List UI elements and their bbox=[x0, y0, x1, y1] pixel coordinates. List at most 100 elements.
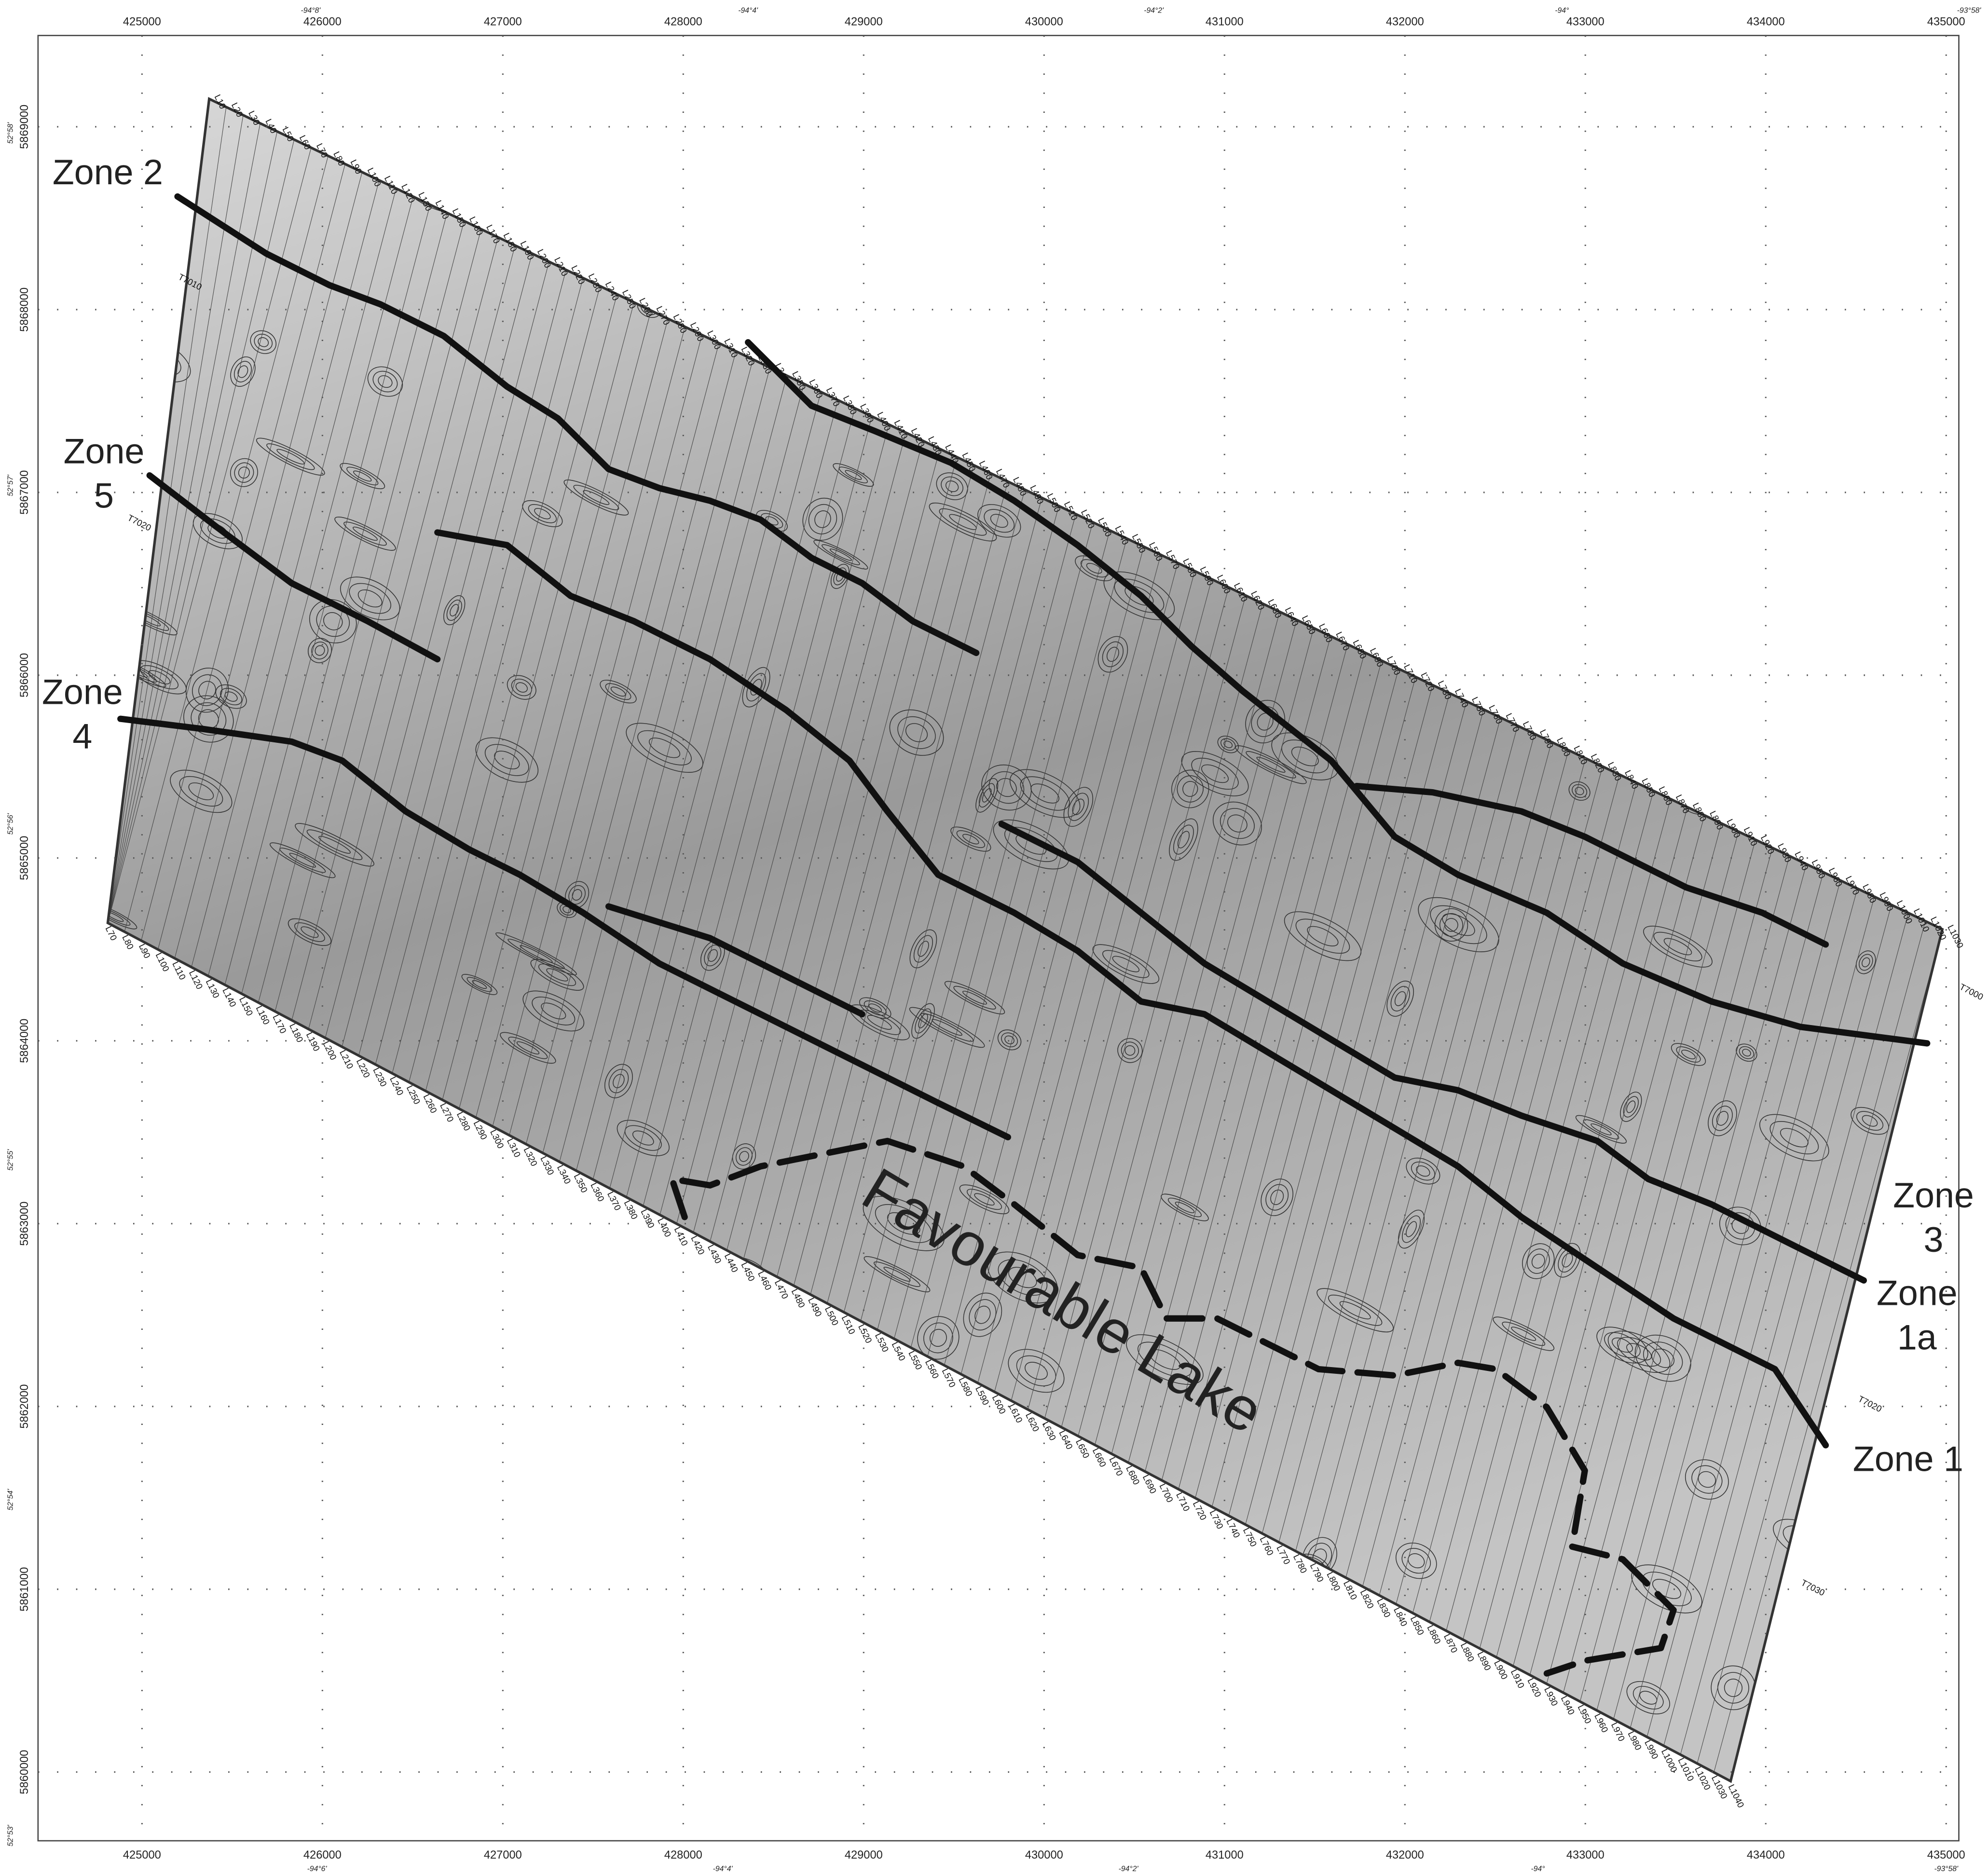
contour bbox=[780, 232, 837, 274]
contour bbox=[415, 1743, 436, 1758]
contour bbox=[1072, 1674, 1084, 1686]
contour bbox=[1078, 1498, 1110, 1529]
contour bbox=[823, 1552, 854, 1577]
contour bbox=[83, 1037, 164, 1099]
zone-label: Zone bbox=[42, 672, 123, 712]
contour bbox=[344, 1300, 373, 1326]
latitude-label: 52°58' bbox=[6, 122, 14, 144]
contour bbox=[407, 1737, 444, 1764]
contour bbox=[1072, 1726, 1147, 1790]
easting-label: 435000 bbox=[1927, 16, 1965, 28]
contour bbox=[1875, 231, 1905, 250]
contour bbox=[891, 204, 907, 223]
contour bbox=[739, 1564, 768, 1584]
northing-label: 5862000 bbox=[18, 1384, 31, 1429]
contour bbox=[398, 1368, 454, 1412]
contour bbox=[560, 1360, 570, 1368]
contour bbox=[1884, 392, 1903, 406]
contour bbox=[301, 1401, 384, 1457]
contour bbox=[1428, 625, 1448, 648]
contour bbox=[1007, 180, 1025, 197]
contour bbox=[1879, 1734, 1917, 1761]
contour bbox=[1231, 254, 1260, 282]
easting-label: 429000 bbox=[845, 16, 883, 28]
contour bbox=[1321, 91, 1351, 121]
contour bbox=[1230, 229, 1277, 262]
zone-label: 1a bbox=[1897, 1317, 1937, 1357]
contour bbox=[441, 1192, 459, 1211]
contour bbox=[448, 1703, 467, 1724]
contour bbox=[434, 1687, 482, 1740]
contour bbox=[1653, 137, 1678, 170]
northing-label: 5868000 bbox=[18, 287, 31, 332]
contour bbox=[410, 1377, 442, 1403]
contour bbox=[320, 1304, 373, 1337]
contour bbox=[98, 1723, 143, 1755]
easting-label: 426000 bbox=[303, 1849, 342, 1861]
contour bbox=[427, 1178, 473, 1225]
contour bbox=[939, 349, 978, 379]
contour bbox=[411, 1423, 438, 1444]
contour bbox=[845, 266, 913, 322]
contour bbox=[401, 91, 438, 122]
contour bbox=[1164, 311, 1239, 372]
contour bbox=[1394, 120, 1407, 132]
longitude-label: -94°6' bbox=[307, 1865, 328, 1873]
contour bbox=[1104, 123, 1150, 161]
contour bbox=[308, 1298, 384, 1344]
contour bbox=[1238, 324, 1300, 369]
contour bbox=[1719, 171, 1745, 190]
longitude-label: -94°2' bbox=[1144, 6, 1164, 14]
easting-label: 429000 bbox=[845, 1849, 883, 1861]
contour bbox=[926, 1540, 946, 1554]
contour bbox=[1251, 334, 1287, 359]
contour bbox=[1071, 1492, 1116, 1535]
contour bbox=[970, 1730, 1003, 1751]
northing-label: 5866000 bbox=[18, 653, 31, 698]
contour bbox=[539, 1573, 561, 1589]
contour bbox=[250, 1572, 260, 1580]
contour bbox=[706, 133, 730, 162]
contour bbox=[1547, 323, 1568, 338]
zone-label: 5 bbox=[94, 475, 114, 515]
contour bbox=[648, 1769, 656, 1776]
contour bbox=[1606, 380, 1654, 421]
contour bbox=[1906, 803, 1943, 830]
contour bbox=[656, 1444, 713, 1492]
contour bbox=[391, 1406, 458, 1461]
easting-label: 425000 bbox=[123, 1849, 161, 1861]
contour bbox=[333, 1289, 384, 1336]
contour bbox=[1329, 586, 1360, 607]
contour bbox=[711, 261, 758, 293]
contour bbox=[1786, 765, 1819, 788]
contour bbox=[512, 1668, 547, 1697]
northing-label: 5869000 bbox=[18, 105, 31, 149]
contour bbox=[247, 1569, 264, 1583]
contour bbox=[908, 1690, 993, 1750]
contour bbox=[1816, 586, 1878, 633]
easting-label: 428000 bbox=[664, 16, 702, 28]
contour bbox=[1079, 1482, 1110, 1502]
contour bbox=[386, 1358, 466, 1422]
contour bbox=[1301, 107, 1316, 122]
contour bbox=[1620, 392, 1640, 408]
contour bbox=[342, 109, 375, 137]
contour bbox=[1317, 577, 1372, 616]
contour bbox=[788, 238, 828, 267]
contour bbox=[1838, 629, 1878, 662]
easting-label: 427000 bbox=[484, 16, 522, 28]
latitude-label: 52°57' bbox=[6, 474, 14, 496]
contour bbox=[958, 1722, 1015, 1758]
contour bbox=[1318, 348, 1363, 384]
contour bbox=[1833, 92, 1864, 117]
contour bbox=[1510, 534, 1588, 602]
northing-label: 5867000 bbox=[18, 470, 31, 515]
contour bbox=[1532, 122, 1587, 163]
contour bbox=[885, 204, 950, 251]
contour bbox=[1873, 692, 1930, 740]
contour bbox=[1762, 748, 1843, 806]
contour bbox=[1282, 1665, 1295, 1681]
contour bbox=[1328, 356, 1354, 376]
contour bbox=[1234, 328, 1257, 352]
contour bbox=[441, 1695, 475, 1732]
